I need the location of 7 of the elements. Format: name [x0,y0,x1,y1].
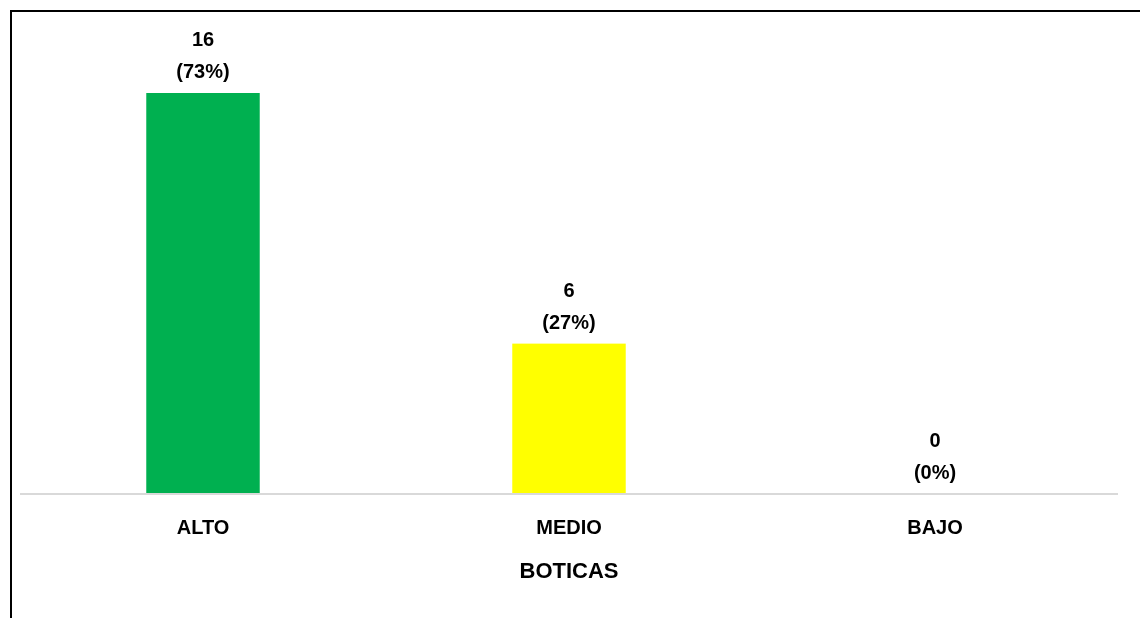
x-tick-label: ALTO [176,516,230,538]
x-tick-label: BAJO [907,516,963,538]
x-tick-label: MEDIO [536,516,602,538]
x-axis-title: BOTICAS [519,558,619,583]
data-label: 16 (73%) [176,28,230,82]
data-label: 0 (0%) [913,429,957,483]
data-label: 6 (27%) [542,278,596,333]
